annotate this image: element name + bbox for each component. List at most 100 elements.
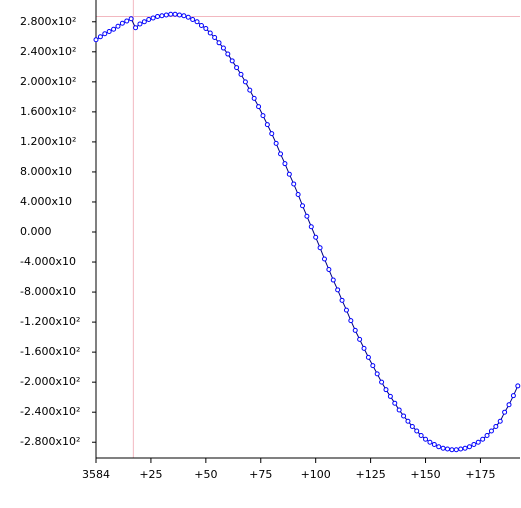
data-point bbox=[238, 71, 244, 77]
data-point bbox=[137, 21, 143, 27]
data-point bbox=[260, 113, 266, 119]
data-point bbox=[212, 35, 218, 41]
data-point bbox=[234, 65, 240, 71]
data-point bbox=[207, 30, 213, 36]
data-point bbox=[330, 277, 336, 283]
data-point bbox=[326, 267, 332, 273]
data-point bbox=[286, 171, 292, 177]
y-tick-label: -1.200x10² bbox=[20, 315, 80, 328]
data-point bbox=[475, 439, 481, 445]
y-tick-label: -2.800x10² bbox=[20, 435, 80, 448]
data-point bbox=[150, 15, 156, 21]
data-point bbox=[172, 11, 178, 17]
data-point bbox=[418, 432, 424, 438]
x-tick-label: +150 bbox=[410, 468, 440, 481]
data-point bbox=[181, 13, 187, 19]
data-point bbox=[141, 19, 147, 25]
data-point bbox=[242, 79, 248, 85]
data-point bbox=[264, 122, 270, 128]
data-point bbox=[133, 25, 139, 31]
data-point bbox=[176, 12, 182, 18]
y-tick-label: 2.000x10² bbox=[20, 75, 76, 88]
data-point bbox=[515, 383, 521, 389]
data-point bbox=[247, 87, 253, 93]
data-point bbox=[308, 224, 314, 230]
data-point bbox=[269, 131, 275, 137]
y-tick-label: 2.400x10² bbox=[20, 45, 76, 58]
x-tick-label: +25 bbox=[139, 468, 162, 481]
data-point bbox=[365, 354, 371, 360]
data-point bbox=[493, 423, 499, 429]
data-point bbox=[295, 191, 301, 197]
x-tick-label: +75 bbox=[249, 468, 272, 481]
data-point bbox=[462, 445, 468, 451]
y-tick-label: -2.400x10² bbox=[20, 405, 80, 418]
data-point bbox=[97, 34, 103, 40]
data-point bbox=[401, 413, 407, 419]
data-point bbox=[93, 37, 99, 43]
data-point bbox=[194, 19, 200, 25]
y-tick-label: 4.000x10 bbox=[20, 195, 72, 208]
data-point bbox=[510, 393, 516, 399]
data-point bbox=[229, 58, 235, 64]
data-point bbox=[466, 444, 472, 450]
data-point bbox=[220, 45, 226, 51]
x-tick-label: +100 bbox=[301, 468, 331, 481]
y-tick-label: 0.000 bbox=[20, 225, 52, 238]
data-point bbox=[190, 17, 196, 23]
data-point bbox=[225, 51, 231, 57]
data-point bbox=[159, 13, 165, 19]
data-point bbox=[111, 26, 117, 32]
y-tick-label: -4.000x10 bbox=[20, 255, 76, 268]
data-point bbox=[335, 287, 341, 293]
data-point bbox=[387, 393, 393, 399]
x-tick-label: +125 bbox=[356, 468, 386, 481]
data-point bbox=[203, 26, 209, 32]
y-tick-label: 1.600x10² bbox=[20, 105, 76, 118]
data-point bbox=[313, 234, 319, 240]
data-point bbox=[361, 345, 367, 351]
data-point bbox=[273, 140, 279, 146]
data-point bbox=[185, 14, 191, 20]
data-point bbox=[471, 441, 477, 447]
y-tick-label: -8.000x10 bbox=[20, 285, 76, 298]
data-point bbox=[339, 297, 345, 303]
series-line bbox=[95, 13, 519, 451]
data-point bbox=[453, 447, 459, 453]
data-point bbox=[440, 445, 446, 451]
data-point bbox=[484, 432, 490, 438]
data-point bbox=[502, 409, 508, 415]
data-point bbox=[119, 20, 125, 26]
data-point bbox=[352, 327, 358, 333]
data-point bbox=[370, 363, 376, 369]
data-point bbox=[423, 436, 429, 442]
data-point bbox=[124, 18, 130, 24]
x-tick-label: +175 bbox=[465, 468, 495, 481]
data-point bbox=[251, 95, 257, 101]
data-point bbox=[300, 203, 306, 209]
data-point bbox=[216, 40, 222, 46]
data-point bbox=[163, 12, 169, 18]
data-point bbox=[409, 423, 415, 429]
data-point bbox=[282, 161, 288, 167]
y-tick-label: 8.000x10 bbox=[20, 165, 72, 178]
x-tick-label: +50 bbox=[194, 468, 217, 481]
data-point bbox=[304, 213, 310, 219]
data-point bbox=[383, 387, 389, 393]
data-point bbox=[256, 104, 262, 110]
data-point bbox=[146, 17, 152, 23]
y-tick-label: -1.600x10² bbox=[20, 345, 80, 358]
data-point bbox=[374, 371, 380, 377]
data-point bbox=[431, 441, 437, 447]
data-point bbox=[379, 379, 385, 385]
data-point bbox=[488, 428, 494, 434]
data-point bbox=[436, 444, 442, 450]
data-point bbox=[445, 446, 451, 452]
data-point bbox=[405, 418, 411, 424]
data-point bbox=[155, 14, 161, 20]
data-point bbox=[480, 436, 486, 442]
data-point bbox=[427, 439, 433, 445]
data-point bbox=[392, 400, 398, 406]
